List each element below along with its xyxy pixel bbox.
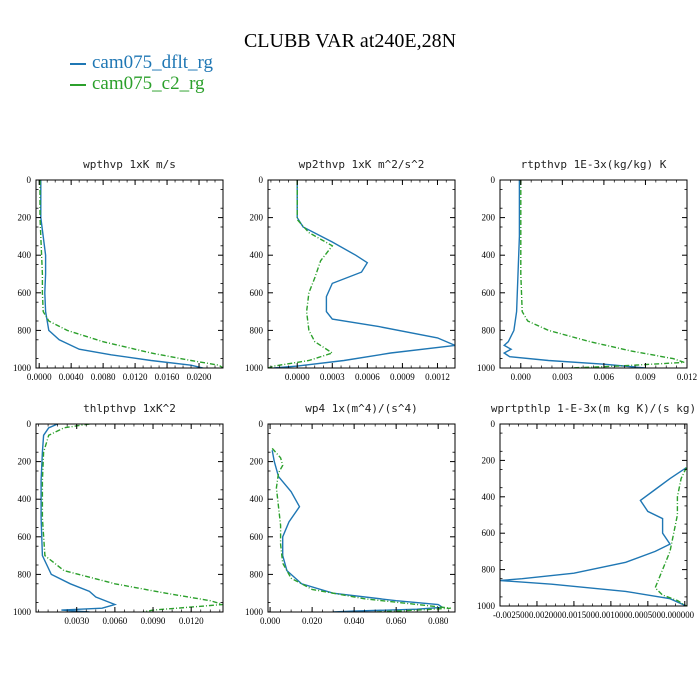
y-tick-label: 1000 <box>477 363 496 373</box>
subplot-1: wpthvp 1xK m/s 0 200 400 600 800 10000.0000 0.0… <box>13 158 224 382</box>
x-tick-label: 0.0160 <box>155 372 180 382</box>
subplot-6: wprtpthlp 1-E-3x(m kg K)/(s kg) 0 200 400 60… <box>477 402 696 620</box>
x-tick-label: 0.0200 <box>187 372 212 382</box>
series-line-cam075_dflt_rg <box>40 180 204 368</box>
x-tick-label: 0.020 <box>302 616 323 626</box>
series-line-cam075_c2_rg <box>654 467 687 606</box>
subplot-title: rtpthvp 1E-3x(kg/kg) K <box>521 158 667 171</box>
x-tick-label: 0.0000 <box>27 372 52 382</box>
plot-frame <box>499 423 688 607</box>
x-tick-label: 0.0012 <box>425 372 450 382</box>
x-tick-label: 0.012 <box>677 372 697 382</box>
figure-title: CLUBB VAR at240E,28N <box>243 30 457 52</box>
subplot-title: wprtpthlp 1-E-3x(m kg K)/(s kg) <box>491 402 696 415</box>
x-tick-label: 0.009 <box>635 372 656 382</box>
x-tick-label: 0.0090 <box>141 616 166 626</box>
y-tick-label: 600 <box>250 288 264 298</box>
y-tick-label: 400 <box>482 250 496 260</box>
y-tick-label: 600 <box>482 288 496 298</box>
x-tick-label: 0.080 <box>428 616 449 626</box>
subplot-title: wp4 1x(m^4)/(s^4) <box>305 402 418 415</box>
series-line-cam075_c2_rg <box>271 447 451 612</box>
x-tick-label: 0.000 <box>511 372 532 382</box>
x-tick-label: 0.0009 <box>390 372 415 382</box>
y-tick-label: 600 <box>18 532 32 542</box>
x-tick-label: 0.0060 <box>102 616 127 626</box>
y-tick-label: 1000 <box>245 607 264 617</box>
legend-line-c2 <box>70 83 86 86</box>
subplot-5: wp4 1x(m^4)/(s^4) 0 200 400 600 800 10000.000 0… <box>245 402 456 626</box>
y-tick-label: 200 <box>482 213 496 223</box>
y-tick-label: 600 <box>18 288 32 298</box>
subplot-4: thlpthvp 1xK^2 0 200 400 600 800 1000 0.0030 0.0… <box>13 402 224 626</box>
x-tick-label: 0.0040 <box>59 372 84 382</box>
y-tick-label: 1000 <box>13 607 32 617</box>
y-tick-label: 400 <box>250 494 264 504</box>
x-tick-label: 0.0080 <box>91 372 116 382</box>
legend-item-dflt: cam075_dflt_rg <box>70 52 213 74</box>
plot-frame <box>499 179 688 369</box>
subplot-title: thlpthvp 1xK^2 <box>83 402 176 415</box>
y-tick-label: 600 <box>250 532 264 542</box>
subplot-3: rtpthvp 1E-3x(kg/kg) K 0 200 400 600 800 1000 0… <box>477 158 697 382</box>
x-tick-label: 0.0006 <box>355 372 380 382</box>
x-tick-label: 0.040 <box>344 616 365 626</box>
x-tick-label: 0.0030 <box>64 616 89 626</box>
x-tick-label: 0.0003 <box>320 372 345 382</box>
y-tick-label: 0 <box>27 175 32 185</box>
y-tick-label: 0 <box>491 419 496 429</box>
subplot-title: wpthvp 1xK m/s <box>83 158 176 171</box>
y-tick-label: 800 <box>482 325 496 335</box>
series-line-cam075_c2_rg <box>39 180 223 368</box>
subplot-title: wp2thvp 1xK m^2/s^2 <box>299 158 425 171</box>
legend-label-c2: cam075_c2_rg <box>92 73 205 94</box>
series-line-cam075_dflt_rg <box>40 424 118 612</box>
x-tick-label: 0.0120 <box>179 616 204 626</box>
legend-item-c2: cam075_c2_rg <box>70 73 205 95</box>
x-tick-label: 0.000 <box>260 616 281 626</box>
y-tick-label: 400 <box>18 250 32 260</box>
y-tick-label: 800 <box>250 325 264 335</box>
series-line-cam075_dflt_rg <box>500 467 687 606</box>
y-tick-label: 0 <box>27 419 32 429</box>
y-tick-label: 0 <box>491 175 496 185</box>
y-tick-label: 1000 <box>245 363 264 373</box>
plot-frame <box>35 179 224 369</box>
series-line-cam075_dflt_rg <box>273 180 455 368</box>
y-tick-label: 800 <box>482 565 496 575</box>
series-line-cam075_dflt_rg <box>271 450 445 612</box>
y-tick-label: 800 <box>18 569 32 579</box>
x-tick-label: 0.003 <box>552 372 573 382</box>
plot-frame <box>267 179 456 369</box>
y-tick-label: 200 <box>250 213 264 223</box>
y-tick-label: 600 <box>482 528 496 538</box>
y-tick-label: 200 <box>18 213 32 223</box>
y-tick-label: 1000 <box>477 601 496 611</box>
plot-frame <box>267 423 456 613</box>
series-line-cam075_c2_rg <box>520 180 685 368</box>
y-tick-label: 400 <box>18 494 32 504</box>
y-tick-label: 200 <box>482 455 496 465</box>
y-tick-label: 200 <box>250 457 264 467</box>
y-tick-label: 200 <box>18 457 32 467</box>
y-tick-label: 0 <box>259 175 264 185</box>
y-tick-label: 800 <box>18 325 32 335</box>
y-tick-label: 400 <box>482 492 496 502</box>
series-line-cam075_c2_rg <box>268 180 334 368</box>
x-tick-label: -0.0025000.0020000.0015000.0010000.00050… <box>493 610 694 620</box>
series-line-cam075_dflt_rg <box>502 180 646 368</box>
y-tick-label: 0 <box>259 419 264 429</box>
x-tick-label: 0.006 <box>594 372 615 382</box>
x-tick-label: 0.060 <box>386 616 407 626</box>
subplot-2: wp2thvp 1xK m^2/s^2 0 200 400 600 800 1000 0.00… <box>245 158 456 382</box>
legend-line-dflt <box>70 62 86 65</box>
x-tick-label: 0.0120 <box>123 372 148 382</box>
legend-label-dflt: cam075_dflt_rg <box>92 52 214 73</box>
plot-frame <box>35 423 224 613</box>
y-tick-label: 800 <box>250 569 264 579</box>
y-tick-label: 400 <box>250 250 264 260</box>
y-tick-label: 1000 <box>13 363 32 373</box>
x-tick-label: 0.0000 <box>285 372 310 382</box>
